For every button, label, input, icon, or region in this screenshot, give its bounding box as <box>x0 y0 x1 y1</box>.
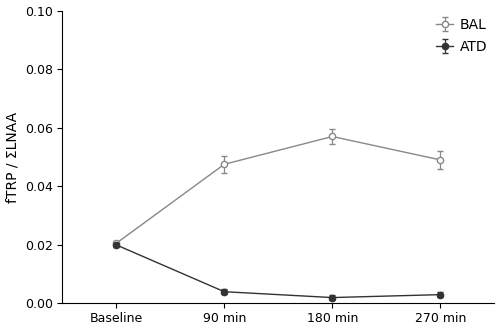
Legend: BAL, ATD: BAL, ATD <box>436 18 488 54</box>
Y-axis label: fTRP / ΣLNAA: fTRP / ΣLNAA <box>6 112 20 203</box>
